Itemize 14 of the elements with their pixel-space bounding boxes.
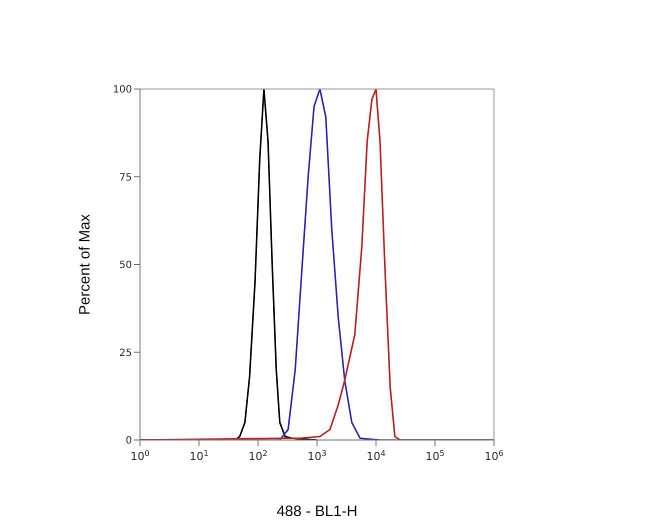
x-tick-label: 10$^{6}$ — [484, 448, 504, 463]
x-tick-label: 10$^{4}$ — [366, 448, 386, 463]
x-tick-label: 10$^{2}$ — [248, 448, 268, 463]
x-tick-label: 10$^{5}$ — [425, 448, 445, 463]
y-axis-title: Percent of Max — [76, 214, 94, 315]
x-axis-title: 488 - BL1-H — [276, 503, 358, 520]
y-tick-label: 100 — [112, 84, 132, 96]
x-tick-label: 10$^{0}$ — [130, 448, 150, 463]
y-tick-label: 75 — [119, 172, 132, 184]
x-tick-label: 10$^{3}$ — [307, 448, 327, 463]
y-tick-label: 0 — [126, 436, 132, 447]
y-tick-label: 25 — [119, 348, 132, 359]
x-tick-label: 10$^{1}$ — [189, 448, 209, 463]
y-tick-label: 50 — [119, 260, 132, 272]
